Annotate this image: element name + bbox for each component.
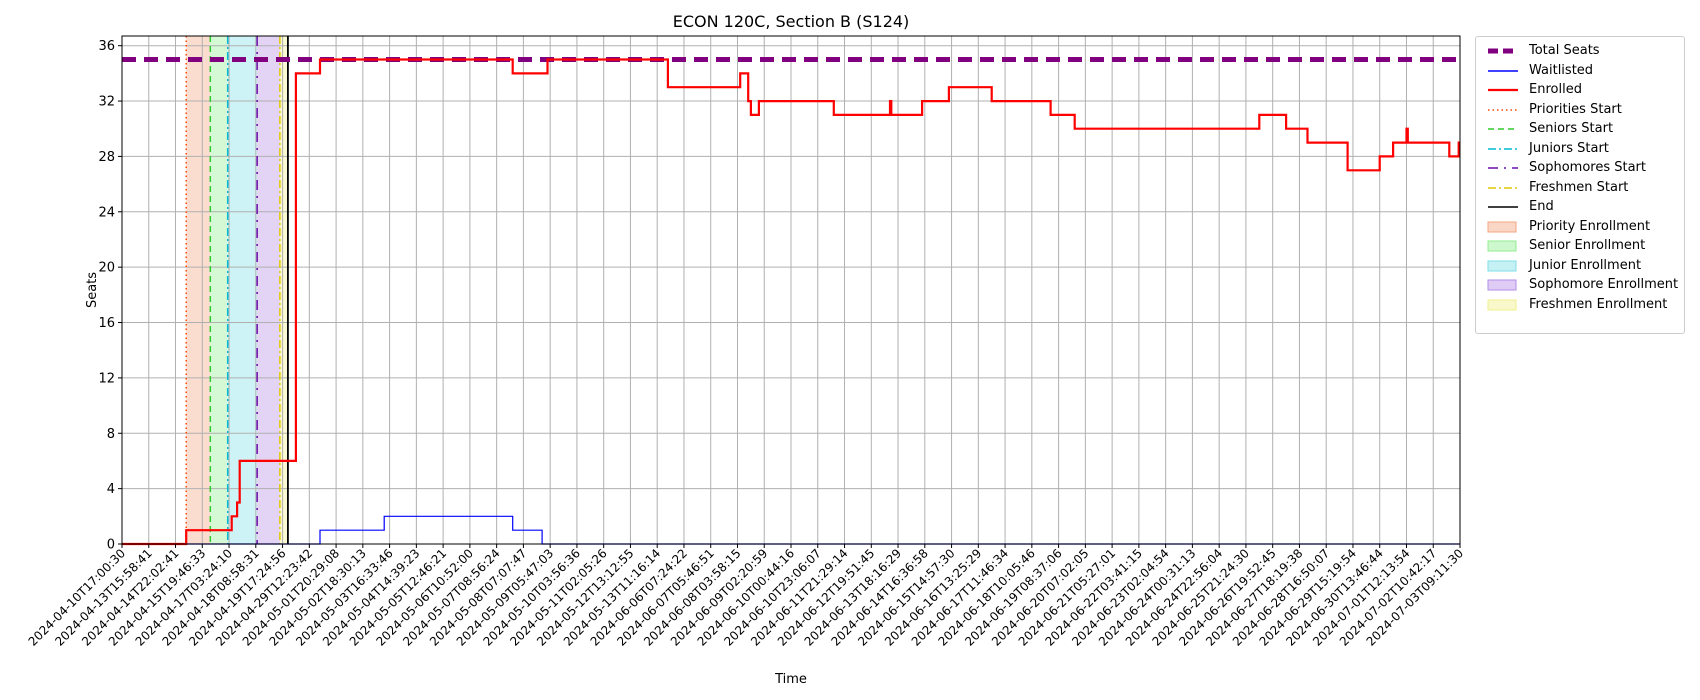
- legend-label: Seniors Start: [1529, 121, 1614, 136]
- x-axis: 2024-04-10T17:00:302024-04-13T15:58:4120…: [26, 544, 1466, 649]
- y-tick-label-4: 16: [98, 316, 115, 331]
- legend-label: Waitlisted: [1529, 62, 1594, 78]
- y-tick-label-6: 24: [98, 205, 115, 220]
- legend-item: End: [1484, 197, 1684, 217]
- series-line-1: [122, 515, 1460, 545]
- band-4: [279, 36, 288, 544]
- legend-item: Total Seats: [1484, 41, 1684, 61]
- legend-label: Total Seats: [1529, 43, 1600, 58]
- legend-swatch: [1487, 240, 1517, 252]
- enrollment-bands: [186, 36, 288, 544]
- legend-item: Seniors Start: [1484, 119, 1684, 139]
- legend-swatch: [1488, 108, 1518, 111]
- legend-swatch: [1488, 186, 1518, 189]
- legend-patch: [1487, 279, 1517, 291]
- y-tick-label-8: 32: [98, 95, 115, 110]
- legend-label: Sophomores Start: [1529, 160, 1646, 175]
- legend-item: Junior Enrollment: [1484, 256, 1684, 276]
- legend-label: Priority Enrollment: [1529, 218, 1651, 234]
- legend-patch: [1487, 299, 1517, 310]
- legend-swatch: [1487, 221, 1517, 232]
- legend-label: Junior Enrollment: [1529, 257, 1642, 273]
- legend-swatch: [1487, 260, 1517, 271]
- y-tick-label-7: 28: [98, 150, 115, 165]
- series-line-2: [122, 58, 1460, 546]
- legend-item: Waitlisted: [1484, 61, 1684, 81]
- y-tick-label-9: 36: [98, 39, 115, 54]
- legend-patch: [1487, 221, 1517, 232]
- legend-item: Freshmen Enrollment: [1484, 295, 1684, 315]
- y-tick-label-5: 20: [98, 261, 115, 276]
- legend-patch: [1487, 240, 1517, 252]
- grid-lines: [121, 36, 1461, 545]
- legend-swatch: [1488, 48, 1518, 54]
- legend-item: Senior Enrollment: [1484, 236, 1684, 256]
- legend-item: Enrolled: [1484, 80, 1684, 100]
- data-series: [122, 57, 1460, 546]
- y-axis: 0 4 8 12 16 20 24 28 32 36: [98, 39, 122, 553]
- legend-swatch: [1487, 279, 1517, 291]
- band-2: [227, 36, 258, 544]
- legend-label: Sophomore Enrollment: [1529, 277, 1679, 292]
- legend-label: Juniors Start: [1529, 140, 1609, 156]
- band-1: [210, 36, 228, 544]
- band-3: [257, 36, 280, 544]
- legend-swatch: [1487, 299, 1517, 310]
- y-tick-label-2: 8: [107, 427, 115, 442]
- legend-swatch: [1488, 206, 1518, 208]
- legend-label: Enrolled: [1529, 82, 1582, 97]
- chart-legend: Total Seats Waitlisted Enrolled Priorities …: [1475, 36, 1685, 334]
- chart-title: ECON 120C, Section B (S124): [673, 12, 910, 31]
- legend-swatch: [1488, 88, 1518, 92]
- legend-item: Juniors Start: [1484, 139, 1684, 159]
- y-tick-label-1: 4: [107, 482, 115, 497]
- legend-label: Priorities Start: [1529, 101, 1622, 117]
- legend-swatch: [1488, 167, 1518, 169]
- y-axis-label: Seats: [85, 272, 100, 308]
- legend-swatch: [1488, 147, 1518, 150]
- legend-item: Sophomores Start: [1484, 158, 1684, 178]
- legend-label: Freshmen Start: [1529, 179, 1629, 195]
- legend-item: Freshmen Start: [1484, 178, 1684, 198]
- legend-item: Sophomore Enrollment: [1484, 275, 1684, 295]
- legend-swatch: [1488, 69, 1518, 72]
- y-tick-label-3: 12: [98, 371, 115, 386]
- legend-item: Priorities Start: [1484, 100, 1684, 120]
- legend-item: Priority Enrollment: [1484, 217, 1684, 237]
- legend-label: End: [1529, 199, 1554, 214]
- x-axis-label: Time: [774, 672, 807, 687]
- y-tick-label-0: 0: [107, 538, 115, 553]
- band-0: [186, 36, 211, 544]
- legend-label: Freshmen Enrollment: [1529, 296, 1668, 312]
- legend-swatch: [1488, 128, 1518, 130]
- legend-patch: [1487, 260, 1517, 271]
- legend-label: Senior Enrollment: [1529, 238, 1646, 253]
- phase-start-lines: [185, 36, 289, 544]
